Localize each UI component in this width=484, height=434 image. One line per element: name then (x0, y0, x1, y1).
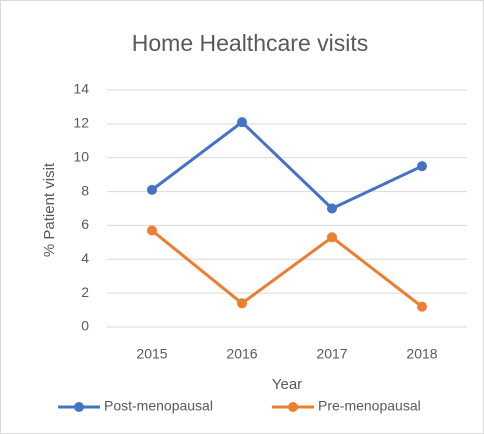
legend-label: Post-menopausal (104, 398, 213, 414)
legend-label: Pre-menopausal (318, 398, 421, 414)
x-tick-label: 2018 (406, 346, 437, 362)
y-tick-label: 14 (73, 81, 89, 97)
point (237, 117, 247, 128)
y-tick-label: 0 (81, 318, 89, 334)
series-line (151, 229, 423, 308)
x-axis-label: Year (272, 376, 302, 393)
point (327, 232, 337, 243)
legend-marker (288, 402, 298, 412)
chart-title: Home Healthcare visits (132, 30, 368, 56)
x-tick-label: 2016 (226, 346, 257, 362)
y-tick-label: 2 (81, 284, 89, 300)
y-tick-label: 12 (73, 115, 89, 131)
y-tick-label: 4 (81, 250, 89, 266)
point (417, 301, 427, 312)
point (147, 225, 157, 236)
x-tick-label: 2017 (316, 346, 347, 362)
series-line (151, 120, 423, 210)
point (237, 298, 247, 309)
point (417, 161, 427, 172)
legend-marker (74, 402, 84, 412)
y-tick-label: 10 (73, 148, 89, 164)
x-tick-label: 2015 (136, 346, 167, 362)
point (327, 203, 337, 214)
y-tick-label: 8 (81, 182, 89, 198)
point (147, 184, 157, 195)
y-tick-label: 6 (81, 216, 89, 232)
y-axis-label: % Patient visit (41, 162, 58, 257)
